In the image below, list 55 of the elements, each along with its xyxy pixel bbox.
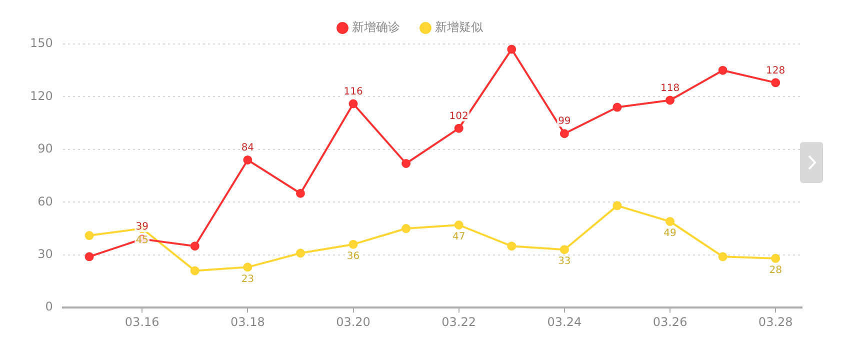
point: [190, 242, 200, 251]
y-tick-label: 90: [38, 142, 53, 156]
point: [402, 224, 411, 234]
point: [348, 99, 358, 108]
point: [243, 262, 252, 272]
point: [666, 96, 675, 105]
point: [348, 240, 358, 249]
point: [296, 248, 305, 258]
point: [718, 66, 728, 75]
data-label: 116: [344, 86, 363, 98]
point: [243, 155, 252, 164]
point: [771, 78, 780, 88]
point: [84, 231, 94, 240]
x-tick-label: 03.24: [547, 314, 582, 329]
x-tick-label: 03.28: [758, 314, 793, 329]
x-tick-label: 03.18: [230, 314, 265, 329]
point: [454, 124, 464, 133]
data-label: 49: [664, 228, 676, 240]
data-label: 84: [241, 142, 254, 154]
point: [612, 201, 622, 210]
point: [771, 254, 780, 263]
data-label: 28: [769, 264, 782, 276]
x-tick-label: 03.22: [442, 314, 476, 329]
y-tick-label: 30: [38, 247, 53, 262]
data-label: 23: [241, 274, 254, 285]
point: [84, 252, 94, 262]
point: [454, 220, 464, 230]
point: [612, 102, 622, 112]
x-tick-label: 03.16: [124, 314, 160, 329]
point: [402, 159, 411, 168]
data-label: 118: [660, 82, 680, 94]
data-label: 45: [136, 235, 148, 246]
point: [560, 129, 569, 138]
x-tick-label: 03.26: [652, 314, 688, 329]
point: [190, 266, 200, 276]
legend-label: 新增疑似: [435, 20, 483, 34]
y-tick-label: 60: [38, 194, 53, 208]
data-label: 36: [346, 250, 360, 262]
point: [507, 242, 516, 251]
x-tick-label: 03.20: [336, 314, 370, 329]
point: [666, 216, 675, 226]
legend-label: 新增确诊: [352, 20, 400, 34]
data-label: 39: [136, 222, 148, 233]
data-label: 99: [558, 116, 571, 128]
data-label: 47: [452, 232, 466, 243]
point: [507, 44, 516, 54]
y-tick-label: 150: [30, 36, 53, 50]
data-label: 33: [558, 256, 571, 268]
y-tick-label: 120: [30, 88, 53, 103]
data-label: 128: [766, 65, 786, 76]
point: [718, 252, 728, 262]
point: [296, 188, 305, 198]
data-label: 102: [449, 110, 468, 122]
point: [560, 245, 569, 254]
y-tick-label: 0: [45, 300, 53, 314]
